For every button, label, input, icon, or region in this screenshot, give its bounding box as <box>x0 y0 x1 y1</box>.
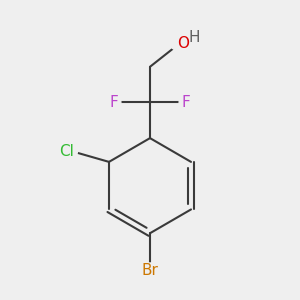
Ellipse shape <box>55 144 77 159</box>
Text: F: F <box>181 95 190 110</box>
Ellipse shape <box>169 35 195 51</box>
Text: F: F <box>110 95 119 110</box>
Text: O: O <box>177 36 189 51</box>
Ellipse shape <box>179 96 192 109</box>
Ellipse shape <box>108 96 121 109</box>
Text: H: H <box>189 30 200 45</box>
Text: Br: Br <box>142 263 158 278</box>
Ellipse shape <box>138 263 162 278</box>
Text: Cl: Cl <box>59 144 74 159</box>
